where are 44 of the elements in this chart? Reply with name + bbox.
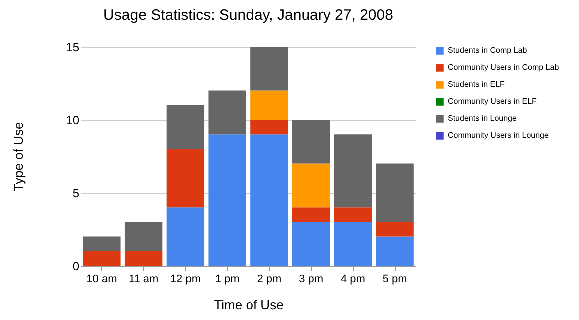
y-axis-title: Type of Use (11, 122, 26, 192)
bar (166, 149, 205, 208)
bar (250, 134, 288, 266)
legend-label: Students in ELF (448, 80, 506, 89)
y-tick-label: 0 (72, 260, 80, 274)
bar (376, 222, 414, 237)
bar (334, 222, 372, 266)
legend-label: Students in Comp Lab (448, 46, 528, 55)
bar (83, 251, 121, 266)
x-tick-label: 12 pm (170, 274, 201, 286)
bar (292, 222, 330, 266)
legend-label: Community Users in ELF (448, 97, 538, 106)
bar (250, 120, 288, 135)
bar (250, 47, 288, 91)
x-tick-label: 4 pm (340, 274, 366, 286)
x-tick-label: 3 pm (299, 274, 324, 286)
bar (376, 164, 414, 222)
y-tick-label: 5 (72, 186, 80, 200)
x-tick-label: 11 am (128, 274, 159, 286)
x-tick-label: 10 am (86, 274, 118, 286)
bar (334, 208, 372, 222)
bar (334, 134, 372, 208)
x-tick-label: 5 pm (382, 274, 408, 286)
bar (166, 208, 205, 266)
chart-title: Usage Statistics: Sunday, January 27, 2008 (104, 7, 394, 24)
x-tick-label: 1 pm (215, 274, 240, 286)
legend-label: Students in Lounge (448, 114, 518, 123)
bar (292, 164, 330, 208)
bar (376, 236, 414, 266)
bar (292, 120, 330, 164)
y-tick-label: 15 (66, 40, 80, 54)
bar (208, 134, 246, 266)
bar (208, 90, 246, 135)
bar (124, 251, 163, 266)
bar (250, 90, 288, 120)
bar (124, 222, 163, 252)
legend-label: Community Users in Comp Lab (448, 63, 560, 72)
bar (166, 105, 205, 150)
x-tick-label: 2 pm (257, 274, 282, 286)
legend-label: Community Users in Lounge (448, 131, 550, 140)
bar (292, 208, 330, 222)
y-tick-label: 10 (66, 114, 80, 128)
x-axis-title: Time of Use (214, 298, 284, 312)
bar (83, 236, 121, 252)
